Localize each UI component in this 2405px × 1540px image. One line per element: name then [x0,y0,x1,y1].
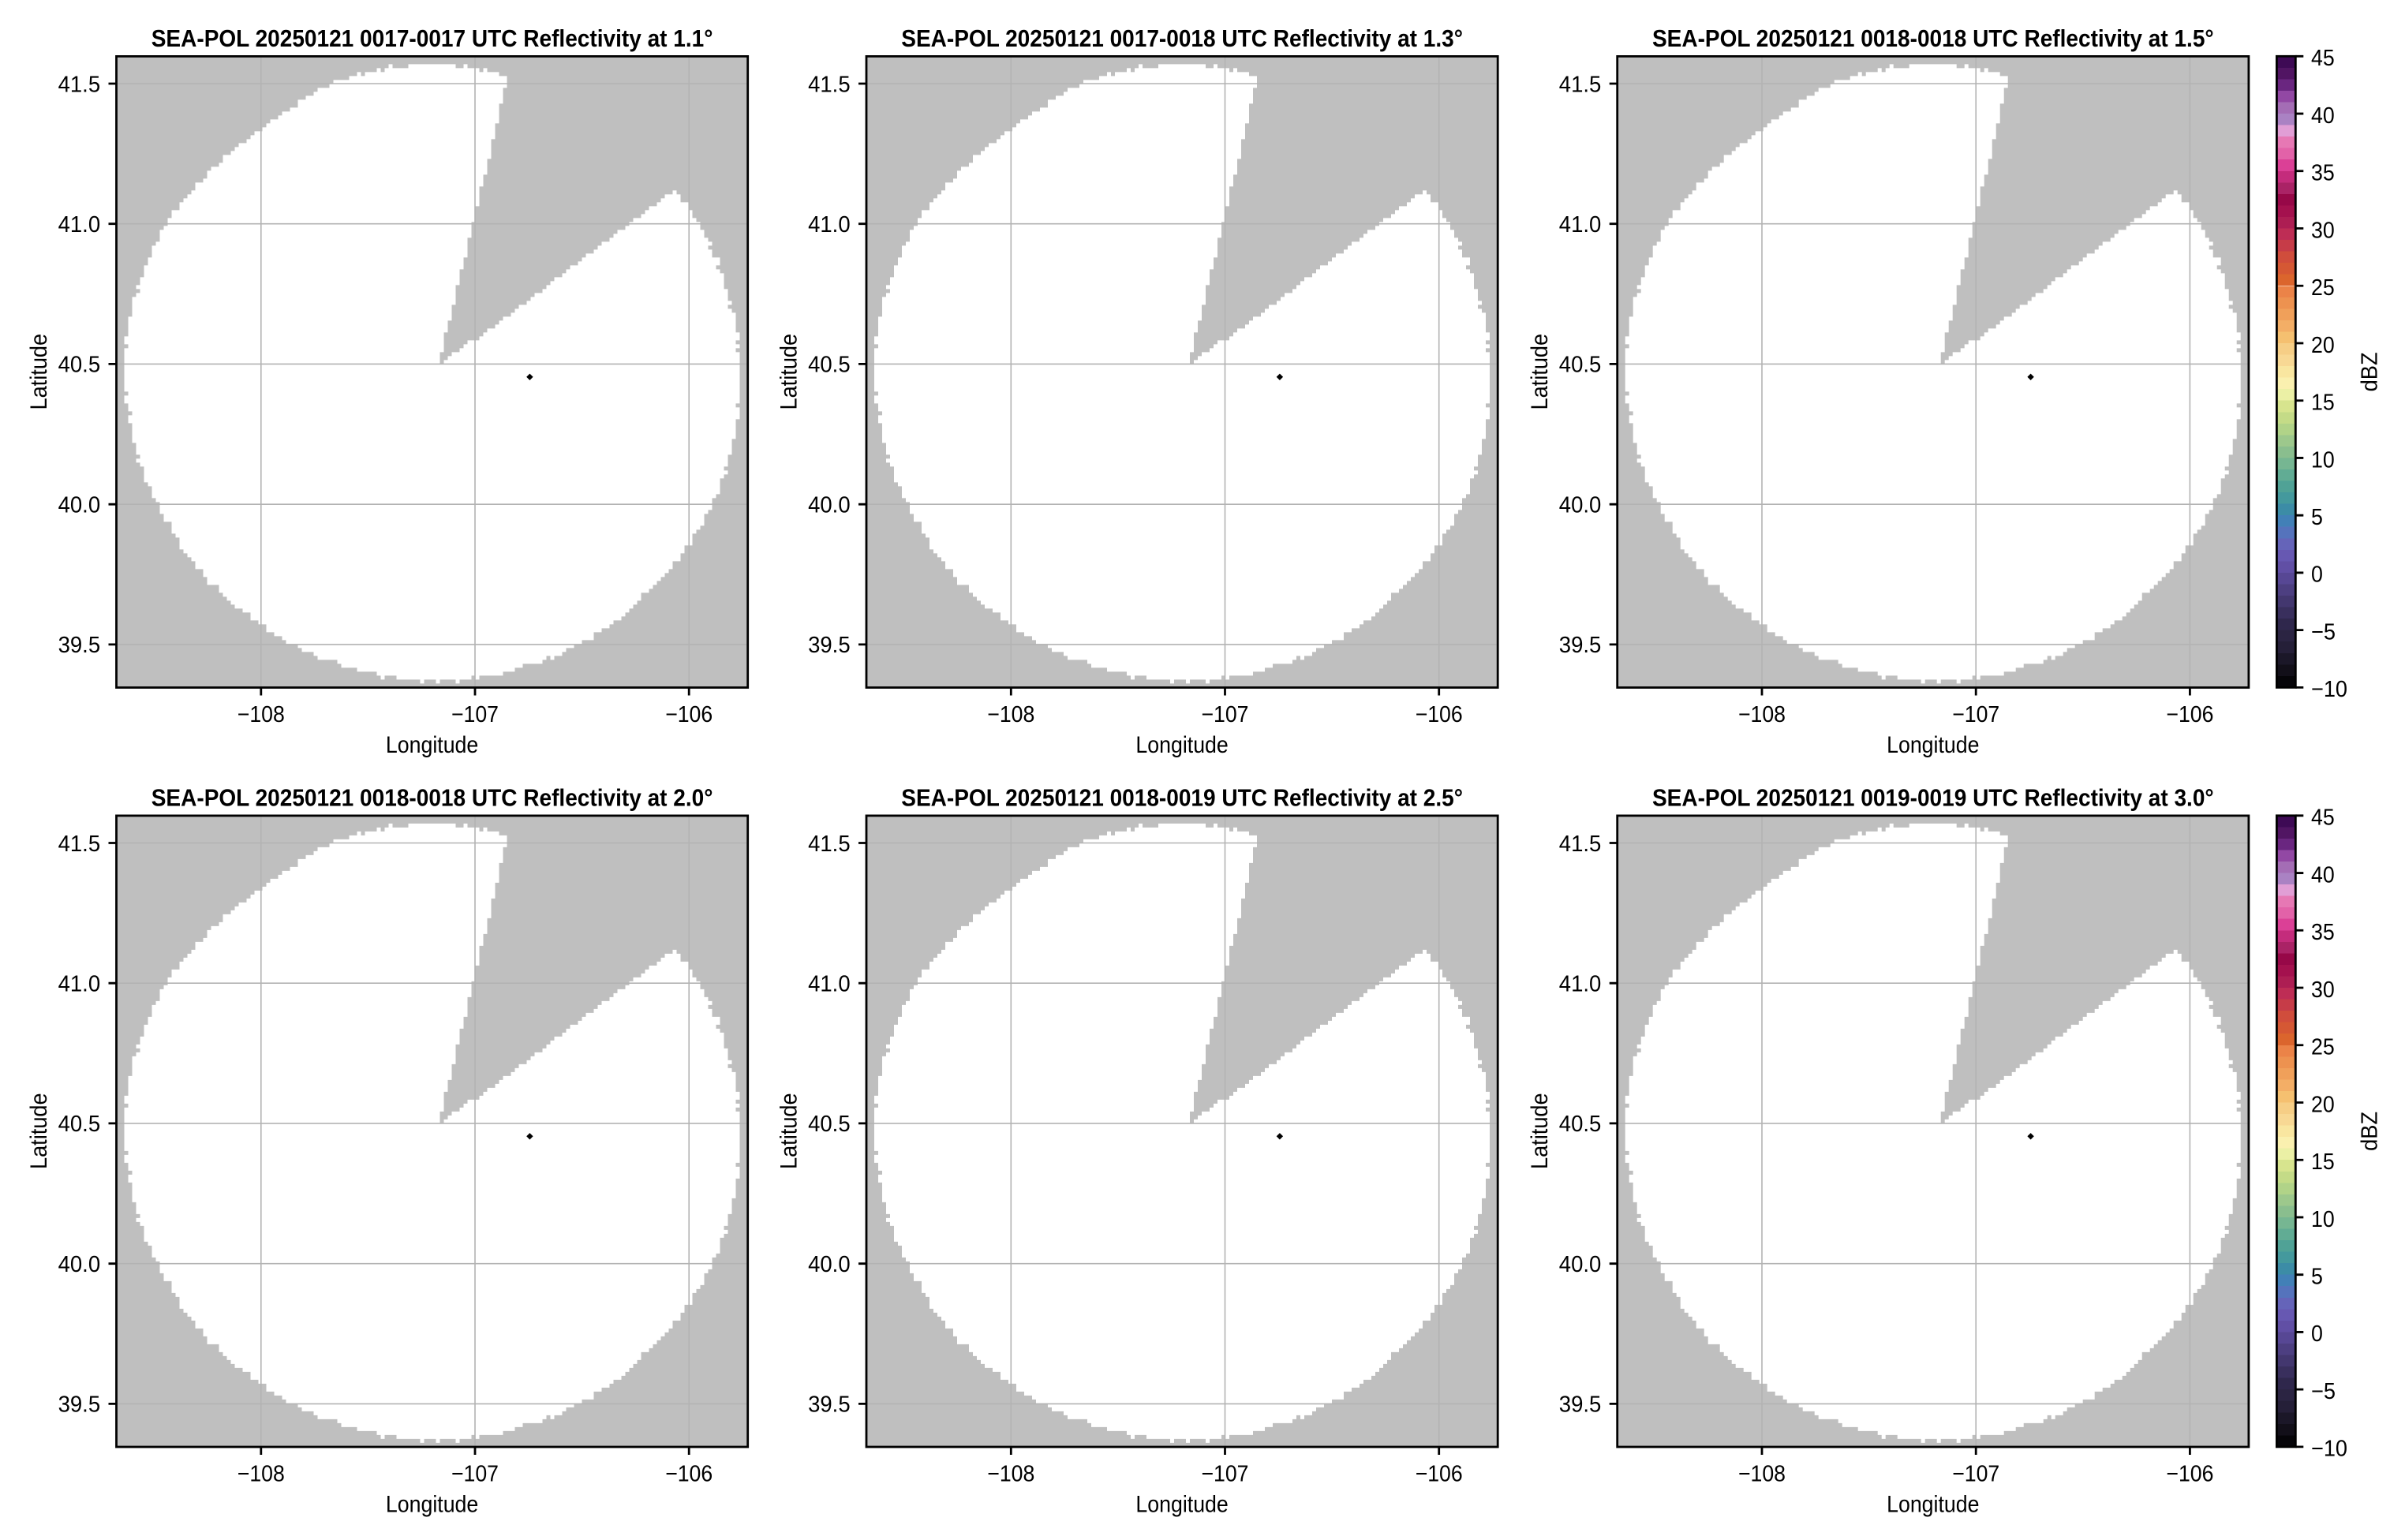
svg-text:SEA-POL 20250121 0017-0017 UTC: SEA-POL 20250121 0017-0017 UTC Reflectiv… [151,24,713,52]
svg-text:SEA-POL 20250121 0017-0018 UTC: SEA-POL 20250121 0017-0018 UTC Reflectiv… [901,24,1463,52]
svg-text:SEA-POL 20250121 0018-0018 UTC: SEA-POL 20250121 0018-0018 UTC Reflectiv… [1652,24,2214,52]
svg-text:SEA-POL 20250121 0018-0019 UTC: SEA-POL 20250121 0018-0019 UTC Reflectiv… [901,784,1463,812]
svg-text:SEA-POL 20250121 0019-0019 UTC: SEA-POL 20250121 0019-0019 UTC Reflectiv… [1652,784,2214,812]
svg-text:SEA-POL 20250121 0018-0018 UTC: SEA-POL 20250121 0018-0018 UTC Reflectiv… [151,784,713,812]
